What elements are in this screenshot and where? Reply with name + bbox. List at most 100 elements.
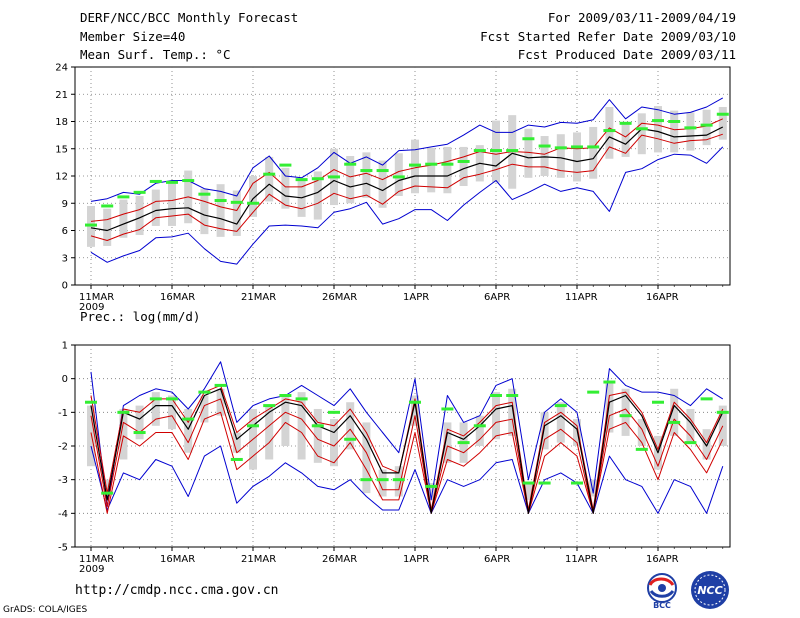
chart-title: DERF/NCC/BCC Monthly Forecast bbox=[80, 10, 299, 25]
prec-xtick-label: 16MAR bbox=[160, 554, 195, 565]
temp-spread-box bbox=[702, 109, 711, 146]
temp-ytick-label: 0 bbox=[62, 281, 68, 292]
temp-ytick-label: 9 bbox=[62, 199, 68, 210]
prec-marker bbox=[166, 397, 178, 401]
prec-spread-box bbox=[605, 382, 614, 433]
prec-marker bbox=[85, 400, 97, 404]
ncc-logo-text: NCC bbox=[697, 584, 722, 597]
temp-spread-box bbox=[573, 132, 581, 182]
temp-spread-box bbox=[394, 153, 403, 196]
temp-xtick-label: 16APR bbox=[646, 292, 679, 303]
prec-marker bbox=[247, 424, 259, 428]
temp-min-line bbox=[90, 146, 724, 265]
temp-xtick-label: 21MAR bbox=[241, 292, 276, 303]
temp-spread-box bbox=[686, 112, 695, 151]
prec-marker bbox=[230, 457, 243, 461]
prec-marker bbox=[587, 390, 600, 394]
prec-spread-box bbox=[492, 392, 500, 440]
temp-marker bbox=[700, 123, 713, 127]
prec-marker bbox=[619, 414, 632, 418]
temp-marker bbox=[344, 162, 357, 166]
temp-ytick-label: 18 bbox=[55, 117, 68, 128]
prec-title: Prec.: log(mm/d) bbox=[80, 309, 200, 324]
variable-label: Mean Surf. Temp.: °C bbox=[80, 47, 231, 62]
bcc-logo-text: BCC bbox=[653, 601, 671, 609]
grads-credit: GrADS: COLA/IGES bbox=[3, 605, 88, 615]
prec-spread-box bbox=[475, 415, 484, 446]
temp-ytick-label: 6 bbox=[62, 226, 68, 237]
temp-spread-box bbox=[718, 106, 727, 140]
prec-p10-line bbox=[90, 398, 724, 514]
temp-marker bbox=[376, 169, 389, 173]
temp-ytick-label: 24 bbox=[55, 63, 68, 74]
temp-marker bbox=[603, 129, 616, 133]
temp-ytick-label: 3 bbox=[62, 253, 68, 264]
temp-marker bbox=[538, 144, 551, 148]
prec-xtick-label: 26MAR bbox=[322, 554, 357, 565]
prec-xtick-label: 11MAR bbox=[79, 554, 114, 565]
prec-marker bbox=[360, 478, 373, 482]
temp-marker bbox=[457, 159, 470, 163]
temp-spread-box bbox=[313, 171, 322, 220]
temp-marker bbox=[360, 169, 373, 173]
temp-ytick-label: 12 bbox=[55, 172, 68, 183]
prec-marker bbox=[554, 404, 567, 408]
temp-marker bbox=[716, 112, 729, 116]
prec-marker bbox=[506, 394, 519, 397]
prec-ytick-label: -3 bbox=[58, 475, 68, 486]
temp-p10-line bbox=[90, 133, 723, 241]
temp-spread-box bbox=[362, 152, 371, 198]
temp-marker bbox=[587, 145, 600, 149]
footer-url: http://cmdp.ncc.cma.gov.cn bbox=[75, 583, 279, 598]
temp-marker bbox=[279, 163, 292, 167]
produced-date: Fcst Produced Date 2009/03/11 bbox=[517, 47, 736, 62]
prec-marker bbox=[635, 447, 648, 451]
prec-marker bbox=[149, 397, 162, 401]
prec-marker bbox=[409, 400, 421, 404]
temp-spread-box bbox=[119, 199, 128, 238]
prec-xtick-label: 6APR bbox=[484, 554, 510, 565]
temp-spread-box bbox=[605, 106, 614, 159]
temp-spread-box bbox=[103, 208, 112, 246]
prec-spread-box bbox=[184, 408, 193, 453]
temp-marker bbox=[166, 180, 178, 184]
temp-xtick-label: 16MAR bbox=[160, 292, 195, 303]
prec-ytick-label: 0 bbox=[62, 374, 68, 385]
temp-marker bbox=[441, 162, 454, 166]
temp-spread-box bbox=[249, 176, 257, 217]
temp-spread-box bbox=[135, 195, 144, 236]
temp-marker bbox=[490, 149, 502, 153]
temp-marker bbox=[149, 179, 162, 183]
prec-marker bbox=[328, 410, 340, 414]
prec-marker bbox=[279, 394, 292, 397]
prec-marker bbox=[522, 481, 535, 485]
temp-spread-box bbox=[427, 147, 436, 193]
temp-spread-box bbox=[378, 160, 387, 208]
temp-spread-box bbox=[670, 110, 679, 153]
prec-marker bbox=[716, 410, 729, 414]
temp-ytick-label: 15 bbox=[55, 144, 68, 155]
prec-spread-box bbox=[670, 388, 679, 436]
prec-spread-box bbox=[540, 412, 549, 450]
prec-spread-box bbox=[216, 388, 225, 416]
prec-marker bbox=[441, 407, 454, 411]
prec-xtick-label: 11APR bbox=[565, 554, 598, 565]
temp-marker bbox=[522, 137, 535, 141]
bcc-logo: BCC bbox=[647, 573, 677, 609]
temp-marker bbox=[635, 127, 648, 131]
prec-spread-box bbox=[637, 419, 646, 446]
temp-marker bbox=[668, 120, 681, 123]
prec-marker bbox=[263, 404, 276, 408]
prec-marker bbox=[700, 397, 713, 401]
temp-marker bbox=[295, 178, 308, 182]
temp-spread-box bbox=[265, 156, 274, 202]
prec-spread-box bbox=[427, 483, 436, 500]
prec-spread-box bbox=[200, 395, 209, 423]
prec-marker bbox=[473, 424, 486, 428]
prec-marker bbox=[668, 420, 681, 424]
temp-ytick-label: 21 bbox=[55, 90, 68, 101]
prec-spread-box bbox=[394, 466, 403, 497]
prec-spread-box bbox=[297, 392, 306, 460]
